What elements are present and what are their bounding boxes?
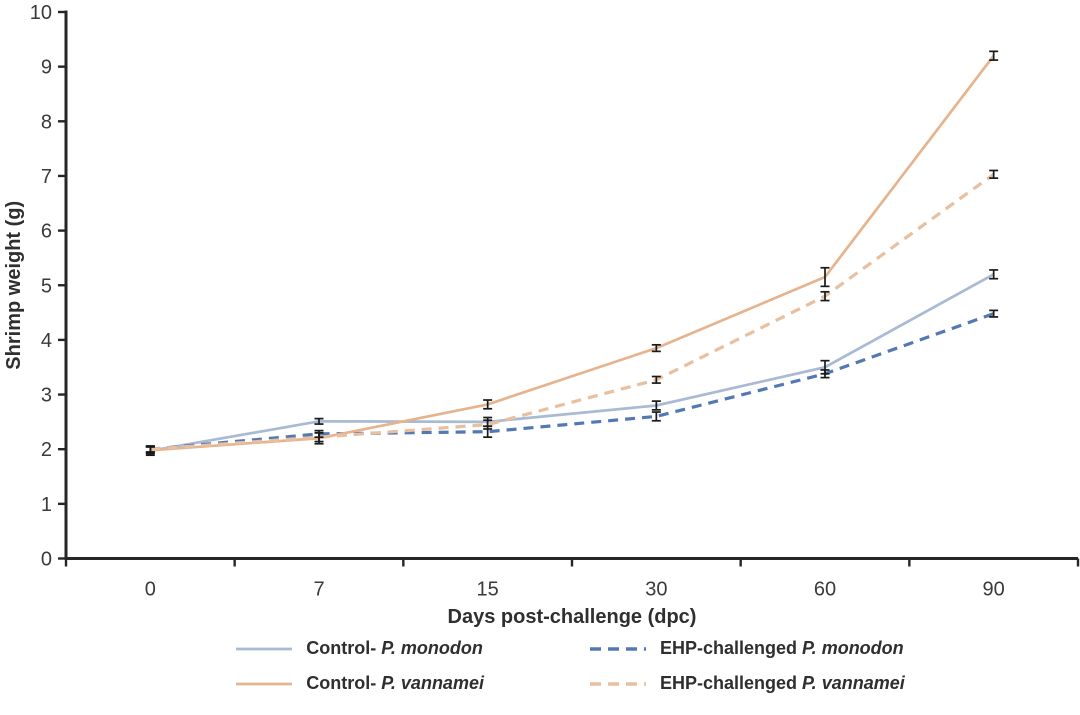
x-axis: 0 7 15 30 60 90 (64, 557, 1080, 601)
x-tick-label: 15 (477, 579, 499, 601)
y-tick-label: 6 (41, 221, 52, 243)
error-bars-control-p-vannamei (145, 50, 999, 455)
legend-label-prefix: Control- (306, 673, 382, 693)
legend-line-swatch-icon (589, 681, 646, 686)
legend-label-prefix: Control- (306, 638, 382, 658)
legend-item-ehp-challenged-p-monodon: EHP-challenged P. monodon (589, 638, 905, 659)
y-tick-label: 0 (41, 549, 52, 571)
legend-label: Control- P. monodon (306, 638, 483, 659)
chart-legend: Control- P. monodon EHP-challenged P. mon… (0, 638, 1080, 694)
y-tick-label: 4 (41, 330, 52, 352)
y-tick-label: 8 (41, 111, 52, 133)
x-tick-label: 90 (983, 579, 1005, 601)
legend-label: Control- P. vannamei (306, 673, 484, 694)
legend-label-prefix: EHP-challenged (659, 638, 802, 658)
y-tick-label: 10 (30, 2, 52, 24)
legend-line-swatch-icon (236, 682, 293, 685)
x-tick-label: 7 (313, 579, 324, 601)
legend-line-swatch-icon (589, 646, 646, 651)
legend-label: EHP-challenged P. vannamei (660, 673, 905, 694)
series-line-ehp-challenged-p-monodon (150, 312, 995, 451)
legend-label: EHP-challenged P. monodon (660, 638, 904, 659)
y-tick-label: 1 (41, 494, 52, 516)
x-tick-label: 60 (814, 579, 836, 601)
y-axis-title: Shrimp weight (g) (3, 201, 25, 370)
error-bars-ehp-challenged-p-vannamei (145, 169, 999, 453)
error-bars-ehp-challenged-p-monodon (145, 309, 999, 454)
y-axis: 0 1 2 3 4 5 6 7 8 9 10 (30, 2, 68, 571)
legend-label-species: P. vannamei (381, 673, 484, 693)
series-line-control-p-monodon (150, 273, 995, 453)
legend-item-control-p-vannamei: Control- P. vannamei (235, 673, 484, 694)
y-tick-label: 7 (41, 166, 52, 188)
y-tick-label: 3 (41, 385, 52, 407)
legend-item-control-p-monodon: Control- P. monodon (235, 638, 484, 659)
y-tick-label: 2 (41, 439, 52, 461)
legend-item-ehp-challenged-p-vannamei: EHP-challenged P. vannamei (589, 673, 905, 694)
y-tick-label: 9 (41, 57, 52, 79)
line-chart: 0 1 2 3 4 5 6 7 8 9 10 0 7 15 30 60 90 Days post-challeng… (3, 2, 1080, 628)
legend-label-prefix: EHP-challenged (659, 673, 802, 693)
error-bars-control-p-monodon (145, 269, 999, 457)
legend-label-species: P. vannamei (802, 673, 905, 693)
x-tick-label: 30 (645, 579, 667, 601)
chart-legend-grid: Control- P. monodon EHP-challenged P. mon… (235, 638, 905, 694)
legend-label-species: P. monodon (802, 638, 904, 658)
y-tick-label: 5 (41, 275, 52, 297)
series-line-ehp-challenged-p-vannamei (150, 173, 995, 451)
x-tick-label: 0 (145, 579, 156, 601)
legend-line-swatch-icon (236, 647, 293, 650)
legend-label-species: P. monodon (381, 638, 483, 658)
series-line-control-p-vannamei (150, 54, 995, 452)
x-axis-title: Days post-challenge (dpc) (448, 606, 697, 628)
